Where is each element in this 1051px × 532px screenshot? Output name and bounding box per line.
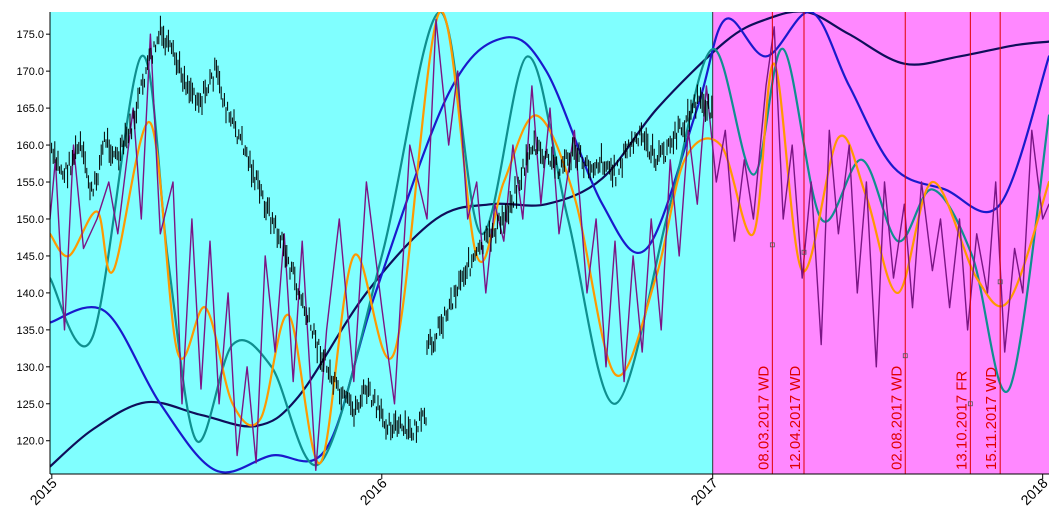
series-line-3 [50,12,1049,465]
y-tick-label-8: 160.0 [16,140,44,152]
annotation-marker-3 [967,401,973,407]
annotation-marker-0 [769,242,775,248]
annotation-marker-1 [801,249,807,255]
annotation-label-0: 08.03.2017 WD [755,366,772,470]
y-tick-label-10: 170.0 [16,66,44,78]
y-tick-label-11: 175.0 [16,29,44,41]
x-tick-label-0: 2015 [27,475,60,508]
y-tick-label-2: 130.0 [16,362,44,374]
annotation-label-2: 02.08.2017 WD [888,366,905,470]
background-region-0 [50,12,713,474]
annotation-marker-4 [997,279,1003,285]
price-bars-6 [426,84,713,356]
y-tick-label-0: 120.0 [16,436,44,448]
y-tick-label-4: 140.0 [16,288,44,300]
annotation-marker-2 [902,353,908,359]
y-tick-label-9: 165.0 [16,103,44,115]
y-tick-label-5: 145.0 [16,251,44,263]
price-bars-path-6 [426,84,713,356]
x-tick-label-2: 2017 [687,475,720,508]
price-bars-5 [50,15,427,443]
annotation-label-4: 15.11.2017 WD [983,367,1000,470]
y-tick-label-7: 155.0 [16,177,44,189]
annotation-layer: 08.03.2017 WD 12.04.2017 WD 02.08.2017 WD 1… [755,12,1003,474]
annotation-label-3: 13.10.2017 FR [953,371,970,470]
price-bars-path-5 [50,15,427,443]
series-line-4 [50,18,1049,471]
series-line-1 [50,12,1049,474]
series-layer [50,12,1049,474]
y-tick-label-3: 135.0 [16,325,44,337]
y-tick-label-6: 150.0 [16,214,44,226]
x-tick-label-1: 2016 [357,475,390,508]
annotation-label-1: 12.04.2017 WD [787,366,804,470]
x-tick-label-3: 2018 [1017,475,1050,508]
y-tick-label-1: 125.0 [16,399,44,411]
